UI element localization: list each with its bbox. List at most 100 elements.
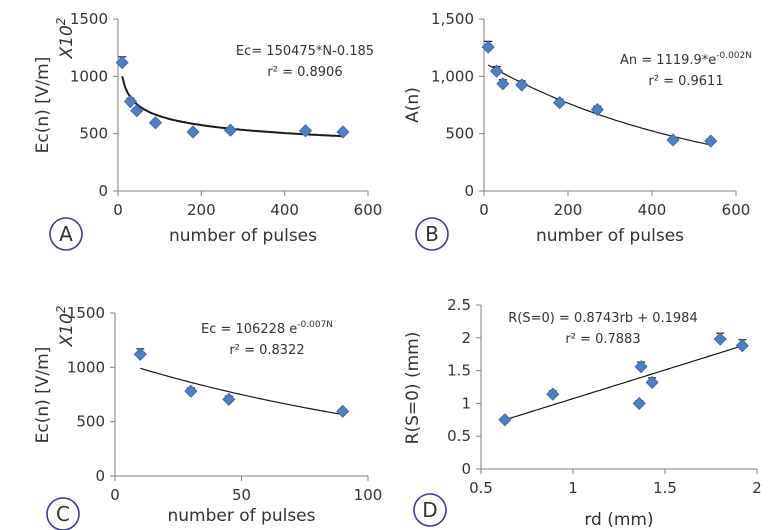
annotation-text: r² = 0.9611: [648, 74, 723, 89]
r-squared-label: r² = 0.7883: [565, 332, 640, 347]
data-point: [133, 347, 147, 361]
y-tick-label: 0: [95, 467, 105, 485]
r-squared-label: r² = 0.9611: [648, 74, 723, 89]
x-tick-label: 1.5: [653, 479, 677, 497]
panel-letter-circle: [49, 217, 83, 251]
annotation-text: r² = 0.8906: [267, 65, 342, 80]
data-point: [123, 94, 138, 109]
y-axis-label: A(n): [403, 87, 423, 123]
data-point: [490, 64, 504, 78]
annotation-superscript: -0.007N: [297, 320, 333, 330]
data-point: [713, 332, 727, 346]
annotation-text: r² = 0.8322: [229, 343, 304, 358]
panel-letter-circle: [413, 493, 447, 527]
x-tick-label: 0: [113, 201, 123, 219]
y-tick-label: 0: [464, 182, 474, 200]
y-axis-scale-base: X10: [57, 313, 77, 347]
data-point: [590, 103, 604, 117]
equation-label: An = 1119.9*e-0.002N: [620, 51, 752, 68]
equation-label: R(S=0) = 0.8743rb + 0.1984: [508, 311, 697, 326]
panel-d: 0.5 1 1.5 200.511.522.5R(S=0) (mm)rd (mm)DR…: [403, 296, 762, 530]
x-tick-label: 200: [554, 201, 583, 219]
y-tick-label: 0: [98, 182, 108, 200]
panel-a: 0 200 400 600 0 500 1000 1500 Ec(n) [V/m]X102 num…: [33, 10, 383, 251]
x-axis-label: number of pulses: [167, 506, 315, 526]
y-tick-label: 1500: [70, 10, 108, 28]
y-tick-label: 0: [461, 460, 471, 478]
y-tick-label: 1000: [70, 67, 108, 85]
x-tick-label: 50: [232, 486, 251, 504]
x-tick-label: 100: [354, 486, 383, 504]
x-tick-label: 0: [479, 201, 489, 219]
data-point: [148, 116, 163, 130]
panel-letter: A: [59, 222, 73, 246]
y-axis-scale-base: X10: [57, 25, 77, 59]
y-tick-label: 1000: [67, 358, 105, 376]
annotation-text: An = 1119.9*e: [620, 53, 716, 68]
y-tick-label: 1.5: [447, 362, 471, 380]
data-point: [634, 360, 648, 374]
annotation-superscript: -0.002N: [716, 51, 752, 61]
r-squared-label: r² = 0.8322: [229, 343, 304, 358]
panel-letter: D: [422, 498, 437, 522]
r-squared-label: r² = 0.8906: [267, 65, 342, 80]
x-axis-label: number of pulses: [169, 226, 317, 246]
data-point: [496, 77, 510, 91]
data-point: [704, 134, 718, 148]
y-tick-label: 2.5: [447, 296, 471, 314]
data-point: [298, 124, 313, 138]
panel-b: 0 200 400 600 0 500 1,000 1,500 A(n) number of pu…: [403, 10, 752, 251]
x-tick-label: 0: [110, 486, 120, 504]
y-axis-scale: X102: [54, 306, 77, 348]
y-axis-scale: X102: [54, 18, 77, 60]
trendline: [140, 367, 343, 416]
data-point: [115, 56, 129, 70]
data-point: [481, 40, 495, 54]
data-point: [553, 96, 567, 110]
data-point: [632, 396, 646, 410]
x-axis-label: rd (mm): [584, 510, 653, 530]
data-point: [222, 392, 236, 406]
y-tick-label: 0.5: [447, 427, 471, 445]
data-point: [735, 339, 749, 353]
x-axis-label: number of pulses: [536, 226, 684, 246]
panel-letter-circle: [415, 217, 449, 251]
y-tick-label: 500: [445, 125, 474, 143]
annotation-text: r² = 0.7883: [565, 332, 640, 347]
annotation-text: Ec= 150475*N-0.185: [236, 44, 374, 59]
y-axis-scale-exponent: 2: [54, 306, 68, 314]
y-tick-label: 2: [461, 329, 471, 347]
data-point: [498, 413, 512, 427]
equation-label: Ec = 106228 e-0.007N: [201, 320, 333, 337]
y-axis-label: Ec(n) [V/m]: [33, 57, 53, 154]
data-point: [645, 375, 659, 389]
data-point: [130, 104, 144, 118]
x-tick-label: 0.5: [469, 479, 493, 497]
data-point: [184, 384, 198, 398]
x-tick-label: 400: [270, 201, 299, 219]
y-tick-label: 500: [79, 125, 108, 143]
y-tick-label: 1: [461, 394, 471, 412]
y-tick-label: 500: [76, 413, 105, 431]
annotation-text: R(S=0) = 0.8743rb + 0.1984: [508, 311, 697, 326]
data-point: [546, 387, 560, 401]
x-tick-label: 400: [638, 201, 667, 219]
x-tick-label: 1: [568, 479, 578, 497]
data-point: [666, 133, 680, 147]
y-tick-label: 1500: [67, 304, 105, 322]
data-point: [515, 78, 529, 92]
panel-letter: B: [425, 222, 439, 246]
panel-letter: C: [56, 502, 70, 526]
panel-letter-circle: [46, 497, 80, 530]
y-tick-label: 1,500: [431, 10, 474, 28]
y-tick-label: 1,000: [431, 67, 474, 85]
x-tick-label: 600: [354, 201, 383, 219]
annotation-text: Ec = 106228 e: [201, 322, 297, 337]
data-point: [336, 125, 350, 139]
equation-label: Ec= 150475*N-0.185: [236, 44, 374, 59]
trendline: [504, 345, 743, 421]
x-tick-label: 2: [752, 479, 762, 497]
y-axis-scale-exponent: 2: [54, 18, 68, 26]
